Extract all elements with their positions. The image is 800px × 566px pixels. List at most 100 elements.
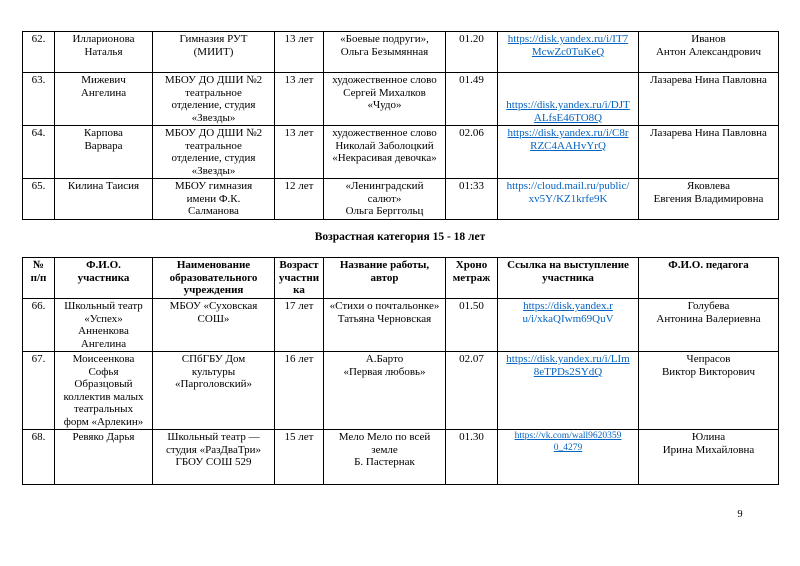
- table-participants-15-18: № п/п Ф.И.О. участника Наименование образо…: [22, 257, 779, 485]
- performance-link[interactable]: https://disk.yandex.ru/i/IT7 McwZc0TuKeQ: [500, 33, 636, 58]
- row-number: 68.: [22, 429, 55, 485]
- duration: 02.06: [445, 125, 498, 179]
- performance-link-cell: https://cloud.mail.ru/public/xv5Y/KZ1krf…: [497, 178, 639, 220]
- work-title-author: художественное слово Сергей Михалков «Чу…: [323, 72, 446, 126]
- work-title-author: «Боевые подруги», Ольга Безымянная: [323, 31, 446, 73]
- performance-link[interactable]: https://disk.yandex.ru/i/DJT ALfsE46TO8Q: [500, 74, 636, 124]
- performance-link-cell: https://disk.yandex.ru/i/DJT ALfsE46TO8Q: [497, 72, 639, 126]
- teacher-name: Голубева Антонина Валериевна: [638, 298, 779, 352]
- performance-link-line: [500, 87, 636, 100]
- teacher-name: Лазарева Нина Павловна: [638, 125, 779, 179]
- performance-link-line: McwZc0TuKeQ: [531, 45, 605, 58]
- header-school: Наименование образовательного учреждения: [152, 257, 275, 299]
- header-work: Название работы, автор: [323, 257, 446, 299]
- work-title-author: Мело Мело по всей земле Б. Пастернак: [323, 429, 446, 485]
- performance-link-line: https://vk.com/wall9620359: [514, 431, 622, 441]
- participant-name: Карпова Варвара: [54, 125, 153, 179]
- performance-link-line: RZC4AAHvYrQ: [530, 139, 606, 152]
- row-number: 66.: [22, 298, 55, 352]
- performance-link-line: https://disk.yandex.ru/i/IT7: [507, 33, 629, 45]
- institution-name: СПбГБУ Дом культуры «Парголовский»: [152, 351, 275, 430]
- participant-age: 15 лет: [274, 429, 324, 485]
- teacher-name: Яковлева Евгения Владимировна: [638, 178, 779, 220]
- duration: 01:33: [445, 178, 498, 220]
- performance-link[interactable]: https://disk.yandex.r u/i/xkaQIwm69QuV: [500, 300, 636, 325]
- performance-link-line: u/i/xkaQIwm69QuV: [522, 312, 614, 325]
- row-number: 62.: [22, 31, 55, 73]
- row-number: 65.: [22, 178, 55, 220]
- participant-age: 16 лет: [274, 351, 324, 430]
- page-number: 9: [737, 509, 743, 520]
- header-name: Ф.И.О. участника: [54, 257, 153, 299]
- table-row: 62. Илларионова Наталья Гимназия РУТ (МИИТ…: [22, 31, 779, 73]
- duration: 01.30: [445, 429, 498, 485]
- participant-age: 13 лет: [274, 125, 324, 179]
- header-row: № п/п Ф.И.О. участника Наименование образо…: [22, 257, 779, 299]
- participant-age: 13 лет: [274, 72, 324, 126]
- duration: 01.49: [445, 72, 498, 126]
- work-title-author: «Ленинградский салют» Ольга Берггольц: [323, 178, 446, 220]
- performance-link-line: https://disk.yandex.ru/i/LIm: [506, 353, 630, 365]
- teacher-name: Юлина Ирина Михайловна: [638, 429, 779, 485]
- teacher-name: Чепрасов Виктор Викторович: [638, 351, 779, 430]
- performance-link-cell: https://disk.yandex.r u/i/xkaQIwm69QuV: [497, 298, 639, 352]
- participant-age: 17 лет: [274, 298, 324, 352]
- teacher-name: Иванов Антон Александрович: [638, 31, 779, 73]
- institution-name: МБОУ ДО ДШИ №2 театральное отделение, ст…: [152, 72, 275, 126]
- performance-link[interactable]: https://vk.com/wall9620359 0_4279: [500, 431, 636, 454]
- row-number: 63.: [22, 72, 55, 126]
- performance-link-line: 8eTPDs2SYdQ: [533, 365, 603, 378]
- performance-link[interactable]: https://disk.yandex.ru/i/LIm 8eTPDs2SYdQ: [500, 353, 636, 378]
- participant-name: Килина Таисия: [54, 178, 153, 220]
- performance-link-line: https://disk.yandex.r: [523, 300, 613, 312]
- performance-link-line: ALfsE46TO8Q: [533, 111, 603, 124]
- performance-link-cell: https://disk.yandex.ru/i/LIm 8eTPDs2SYdQ: [497, 351, 639, 430]
- section-heading: Возрастная категория 15 - 18 лет: [314, 231, 486, 243]
- participant-name: Мижевич Ангелина: [54, 72, 153, 126]
- duration: 01.50: [445, 298, 498, 352]
- performance-link-line: https://cloud.mail.ru/public/: [506, 180, 630, 192]
- performance-link[interactable]: https://disk.yandex.ru/i/C8r RZC4AAHvYrQ: [500, 127, 636, 152]
- institution-name: Гимназия РУТ (МИИТ): [152, 31, 275, 73]
- row-number: 67.: [22, 351, 55, 430]
- performance-link-line: https://disk.yandex.ru/i/DJT: [506, 99, 630, 111]
- table-participants-continued: 62. Илларионова Наталья Гимназия РУТ (МИИТ…: [22, 31, 779, 220]
- participant-name: Моисеенкова Софья Образцовый коллектив м…: [54, 351, 153, 430]
- table-row: 68. Ревяко Дарья Школьный театр — студия «…: [22, 429, 779, 485]
- participant-name: Школьный театр «Успех» Анненкова Ангелин…: [54, 298, 153, 352]
- table-row: 65. Килина Таисия МБОУ гимназия имени Ф.К.…: [22, 178, 779, 220]
- institution-name: МБОУ гимназия имени Ф.К. Салманова: [152, 178, 275, 220]
- performance-link[interactable]: https://cloud.mail.ru/public/xv5Y/KZ1krf…: [500, 180, 636, 205]
- header-teacher: Ф.И.О. педагога: [638, 257, 779, 299]
- performance-link-line: xv5Y/KZ1krfe9K: [528, 192, 608, 205]
- header-time: Хроно метраж: [445, 257, 498, 299]
- work-title-author: А.Барто «Первая любовь»: [323, 351, 446, 430]
- institution-name: МБОУ «Суховская СОШ»: [152, 298, 275, 352]
- performance-link-line: [500, 74, 636, 87]
- participant-age: 13 лет: [274, 31, 324, 73]
- header-num: № п/п: [22, 257, 55, 299]
- duration: 02.07: [445, 351, 498, 430]
- teacher-name: Лазарева Нина Павловна: [638, 72, 779, 126]
- table-row: 66. Школьный театр «Успех» Анненкова Анге…: [22, 298, 779, 352]
- participant-name: Илларионова Наталья: [54, 31, 153, 73]
- work-title-author: художественное слово Николай Заболоцкий …: [323, 125, 446, 179]
- institution-name: МБОУ ДО ДШИ №2 театральное отделение, ст…: [152, 125, 275, 179]
- performance-link-cell: https://disk.yandex.ru/i/IT7 McwZc0TuKeQ: [497, 31, 639, 73]
- participant-age: 12 лет: [274, 178, 324, 220]
- table-row: 64. Карпова Варвара МБОУ ДО ДШИ №2 театрал…: [22, 125, 779, 179]
- table-row: 67. Моисеенкова Софья Образцовый коллекти…: [22, 351, 779, 430]
- performance-link-cell: https://disk.yandex.ru/i/C8r RZC4AAHvYrQ: [497, 125, 639, 179]
- header-age: Возраст участни ка: [274, 257, 324, 299]
- duration: 01.20: [445, 31, 498, 73]
- header-link: Ссылка на выступление участника: [497, 257, 639, 299]
- performance-link-line: https://disk.yandex.ru/i/C8r: [507, 127, 629, 139]
- participant-name: Ревяко Дарья: [54, 429, 153, 485]
- performance-link-line: 0_4279: [553, 442, 583, 453]
- table-row: 63. Мижевич Ангелина МБОУ ДО ДШИ №2 театра…: [22, 72, 779, 126]
- institution-name: Школьный театр — студия «РазДваТри» ГБОУ…: [152, 429, 275, 485]
- work-title-author: «Стихи о почтальонке» Татьяна Черновская: [323, 298, 446, 352]
- row-number: 64.: [22, 125, 55, 179]
- performance-link-cell: https://vk.com/wall9620359 0_4279: [497, 429, 639, 485]
